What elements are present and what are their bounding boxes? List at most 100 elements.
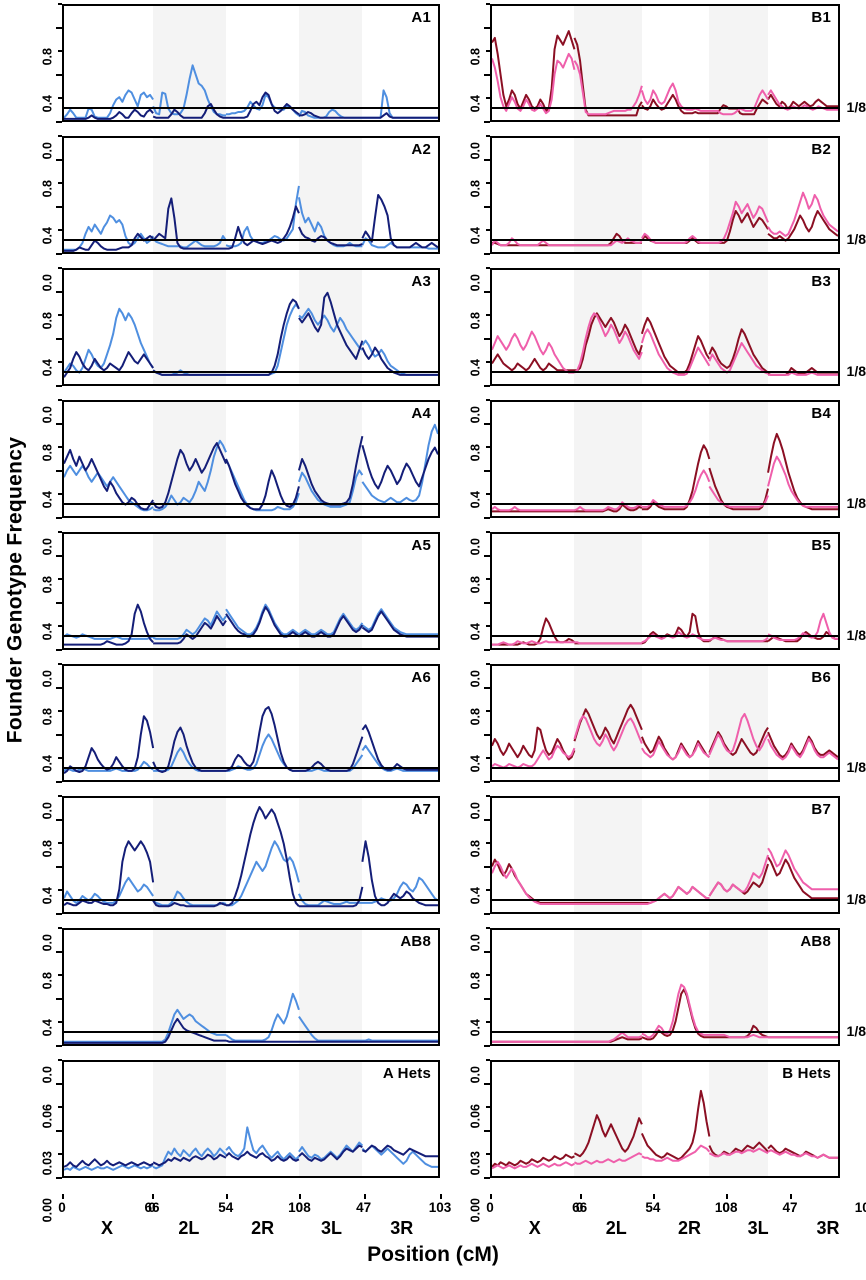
plot-panel[interactable]: AB8 [490, 928, 840, 1046]
y-tick-minor [486, 493, 490, 496]
y-tick-mark [484, 385, 490, 387]
y-axis-main: 0.0 0.4 0.8 [458, 795, 490, 951]
plot-panel[interactable]: B5 [490, 532, 840, 650]
y-tick-label: 0.4 [40, 1018, 54, 1037]
y-tick-mark [56, 913, 62, 915]
y-axis-main: 0.0 0.4 0.8 [30, 399, 62, 555]
chromosome-band-2l [153, 666, 227, 780]
series-line [492, 714, 838, 768]
y-tick-label: 0.00 [40, 1198, 54, 1223]
plot-panel[interactable]: B2 [490, 136, 840, 254]
y-tick-minor [486, 663, 490, 665]
plot-panel[interactable]: B1 [490, 4, 840, 122]
y-tick-label: 0.4 [468, 490, 482, 509]
y-tick-minor [486, 1059, 490, 1061]
y-tick-mark [56, 865, 62, 868]
panel-cell-a6-left: 0.0 0.4 0.8 A6 [30, 663, 440, 819]
series-line [64, 1146, 438, 1167]
plot-panel[interactable]: A4 [62, 400, 440, 518]
y-tick-label: 0.8 [40, 47, 54, 65]
y-tick-label: 0.8 [468, 311, 482, 329]
panel-label: B7 [811, 801, 831, 818]
y-tick-mark [56, 1177, 62, 1179]
plot-panel[interactable]: A Hets [62, 1060, 440, 1178]
reference-line-one-eighth [492, 767, 838, 770]
y-tick-mark [484, 290, 490, 293]
y-tick-label: 0.03 [40, 1150, 54, 1176]
x-tick-label: 103 [428, 1200, 452, 1215]
y-tick-minor [58, 267, 62, 269]
y-tick-minor [58, 399, 62, 401]
y-axis-main: 0.0 0.4 0.8 [30, 135, 62, 291]
plot-panel[interactable]: A7 [62, 796, 440, 914]
y-axis-main: 0.0 0.4 0.8 [458, 3, 490, 159]
series-line [64, 841, 438, 905]
y-tick-mark [56, 385, 62, 387]
y-tick-mark [484, 950, 490, 953]
plot-panel[interactable]: AB8 [62, 928, 440, 1046]
series-svg [64, 798, 438, 912]
reference-line-one-eighth [64, 239, 438, 242]
plot-panel[interactable]: A6 [62, 664, 440, 782]
reference-line-one-eighth [64, 503, 438, 506]
plot-panel[interactable]: A5 [62, 532, 440, 650]
y-axis-main: 0.0 0.4 0.8 [30, 3, 62, 159]
series-line [64, 65, 438, 117]
panel-row-6: 0.0 0.4 0.8 A6 0.0 0.4 0.8 B6 1/8 [30, 663, 866, 819]
y-tick-minor [486, 757, 490, 760]
series-svg [64, 402, 438, 516]
plot-panel[interactable]: A3 [62, 268, 440, 386]
x-tick-mark [652, 1194, 655, 1199]
chromosome-arm-label-3r: 3R [816, 1218, 840, 1238]
y-tick-mark [56, 1129, 62, 1132]
y-tick-minor [486, 842, 490, 845]
plot-panel[interactable]: B Hets [490, 1060, 840, 1178]
chromosome-band-2l [153, 798, 227, 912]
panel-cell-ab8-left: 0.0 0.4 0.8 AB8 [30, 927, 440, 1083]
y-tick-label: 0.4 [40, 490, 54, 509]
panel-grid: 0.0 0.4 0.8 A1 0.0 0.4 0.8 B1 1/8 0.0 0.4 0.8 A2 0.0 0… [30, 3, 866, 1222]
x-axis-title-text: Position (cM) [367, 1243, 499, 1266]
y-tick-label: 0.8 [40, 707, 54, 725]
y-tick-mark [484, 913, 490, 915]
panel-row-5: 0.0 0.4 0.8 A5 0.0 0.4 0.8 B5 1/8 [30, 531, 866, 687]
series-svg [64, 930, 438, 1044]
chromosome-arm-label-x: X [101, 1218, 114, 1238]
x-tick-mark [490, 1194, 492, 1199]
plot-panel[interactable]: A1 [62, 4, 440, 122]
y-tick-mark [56, 818, 62, 821]
y-axis-hets: 0.00 0.03 0.06 [458, 1059, 490, 1222]
y-tick-label: 0.8 [468, 839, 482, 857]
y-tick-mark [484, 26, 490, 29]
plot-panel[interactable]: B4 [490, 400, 840, 518]
y-tick-mark [56, 422, 62, 425]
y-tick-minor [486, 889, 490, 892]
chromosome-band-2l [574, 798, 642, 912]
panel-cell-ab8-right: 0.0 0.4 0.8 AB8 1/8 [458, 927, 866, 1083]
reference-line-label: 1/8 [846, 627, 866, 644]
panel-cell-b7-right: 0.0 0.4 0.8 B7 1/8 [458, 795, 866, 951]
y-tick-minor [486, 182, 490, 185]
plot-panel[interactable]: A2 [62, 136, 440, 254]
y-tick-mark [56, 121, 62, 123]
panel-label: B1 [811, 9, 831, 26]
chromosome-band-2l [574, 930, 642, 1044]
reference-line-one-eighth [64, 107, 438, 110]
x-tick-mark [299, 1194, 302, 1199]
y-tick-mark [56, 26, 62, 29]
y-tick-minor [58, 889, 62, 892]
series-line [64, 304, 438, 375]
y-tick-minor [486, 267, 490, 269]
panel-cell-a5-left: 0.0 0.4 0.8 A5 [30, 531, 440, 687]
plot-panel[interactable]: B7 [490, 796, 840, 914]
y-tick-mark [484, 1177, 490, 1179]
y-tick-mark [56, 554, 62, 557]
series-svg [492, 138, 838, 252]
panel-label: A6 [411, 669, 431, 686]
x-axis-left: 0 66 X 0 54 2L 108 2R 0 47 3L 103 3R [58, 1194, 451, 1240]
y-tick-label: 0.4 [40, 622, 54, 641]
plot-panel[interactable]: B3 [490, 268, 840, 386]
y-tick-mark [484, 205, 490, 208]
x-tick-mark [726, 1194, 729, 1199]
plot-panel[interactable]: B6 [490, 664, 840, 782]
